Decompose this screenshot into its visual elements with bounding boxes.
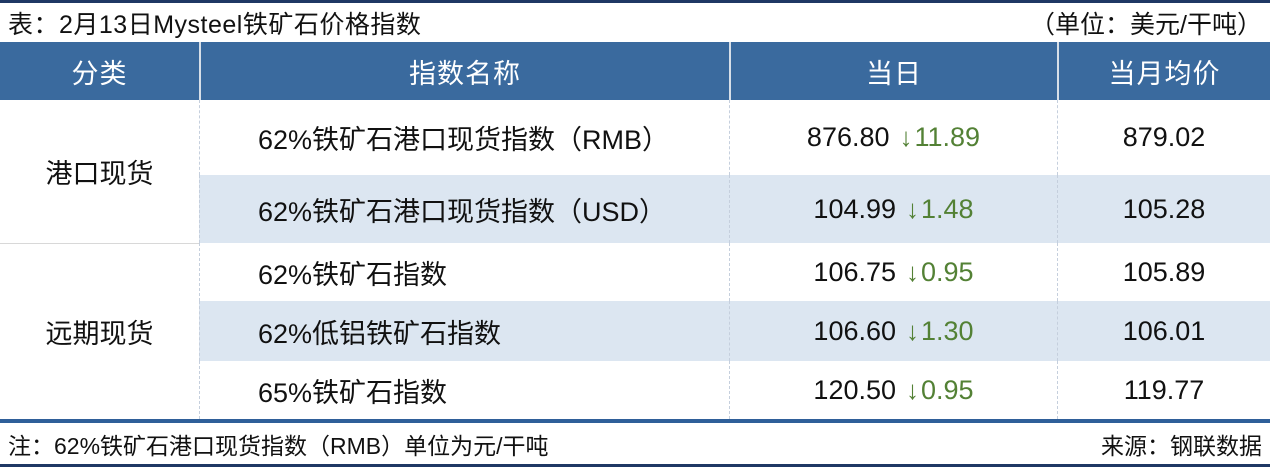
down-arrow-icon: ↓ — [906, 315, 920, 346]
title-bar: 表：2月13日Mysteel铁矿石价格指数 （单位：美元/干吨） — [0, 3, 1270, 42]
today-value: 104.99 ↓1.48 — [729, 175, 1057, 243]
column-header-monthly-avg: 当月均价 — [1057, 42, 1270, 100]
table-caption: 表：2月13日Mysteel铁矿石价格指数 — [8, 10, 422, 39]
today-price: 120.50 — [813, 374, 897, 405]
daily-change: ↓11.89 — [900, 122, 981, 153]
index-name: 62%铁矿石港口现货指数（RMB） — [199, 100, 729, 175]
today-price: 106.60 — [813, 315, 897, 346]
top-divider — [0, 0, 1270, 3]
today-price: 876.80 — [806, 122, 890, 152]
monthly-avg-value: 119.77 — [1057, 361, 1270, 419]
today-value: 876.80 ↓11.89 — [729, 100, 1057, 175]
column-header-category: 分类 — [0, 42, 199, 100]
category-cell-forward-spot: 远期现货 — [0, 243, 199, 419]
index-name: 62%低铝铁矿石指数 — [199, 301, 729, 361]
bottom-divider — [0, 464, 1270, 467]
footer: 注：62%铁矿石港口现货指数（RMB）单位为元/干吨 来源：钢联数据 — [0, 423, 1270, 464]
source-label: 来源：钢联数据 — [1101, 432, 1262, 459]
column-header-today: 当日 — [729, 42, 1057, 100]
unit-label: （单位：美元/干吨） — [1030, 10, 1262, 39]
change-value: 0.95 — [921, 256, 974, 287]
monthly-avg-value: 106.01 — [1057, 301, 1270, 361]
change-value: 1.30 — [921, 315, 974, 346]
monthly-avg-value: 105.89 — [1057, 243, 1270, 301]
daily-change: ↓1.30 — [906, 316, 974, 347]
today-value: 106.75 ↓0.95 — [729, 243, 1057, 301]
category-cell-port-spot: 港口现货 — [0, 100, 199, 243]
today-value: 106.60 ↓1.30 — [729, 301, 1057, 361]
today-price: 104.99 — [813, 193, 897, 224]
monthly-avg-value: 105.28 — [1057, 175, 1270, 243]
index-name: 65%铁矿石指数 — [199, 361, 729, 419]
change-value: 11.89 — [914, 122, 981, 152]
column-header-index-name: 指数名称 — [199, 42, 729, 100]
price-index-table: 分类 指数名称 当日 当月均价 港口现货 远期现货 62%铁矿石港口现货指数（R… — [0, 42, 1270, 423]
down-arrow-icon: ↓ — [906, 256, 920, 287]
down-arrow-icon: ↓ — [899, 122, 913, 152]
index-name: 62%铁矿石港口现货指数（USD） — [199, 175, 729, 243]
monthly-avg-value: 879.02 — [1057, 100, 1270, 175]
daily-change: ↓0.95 — [906, 257, 974, 288]
down-arrow-icon: ↓ — [906, 193, 920, 224]
today-value: 120.50 ↓0.95 — [729, 361, 1057, 419]
down-arrow-icon: ↓ — [906, 374, 920, 405]
today-price: 106.75 — [813, 256, 897, 287]
index-name: 62%铁矿石指数 — [199, 243, 729, 301]
change-value: 0.95 — [921, 374, 974, 405]
daily-change: ↓1.48 — [906, 194, 974, 225]
daily-change: ↓0.95 — [906, 375, 974, 406]
footnote: 注：62%铁矿石港口现货指数（RMB）单位为元/干吨 — [8, 432, 549, 459]
change-value: 1.48 — [921, 193, 974, 224]
